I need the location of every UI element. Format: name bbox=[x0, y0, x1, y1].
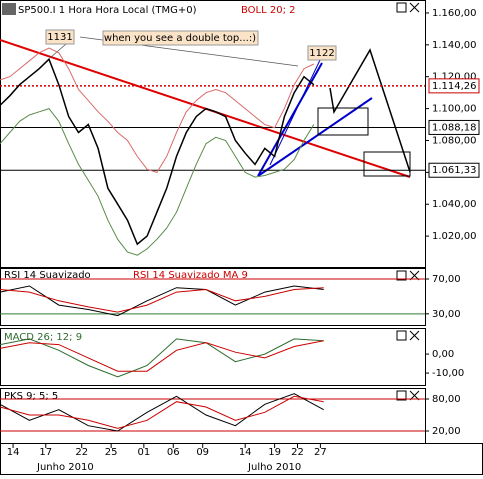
panel-title: RSI 14 Suavizado MA 9 bbox=[133, 270, 248, 281]
target-box bbox=[363, 151, 411, 177]
y-tick-label: -10,00 bbox=[432, 368, 464, 379]
series-line bbox=[0, 338, 324, 378]
series-line bbox=[0, 285, 324, 317]
x-tick-label: 06 bbox=[167, 447, 180, 458]
y-tick-label: 20,00 bbox=[432, 426, 461, 437]
drawings bbox=[0, 36, 411, 178]
target-box bbox=[317, 107, 369, 136]
series-line bbox=[0, 393, 324, 432]
y-tick-label: 1.120,00 bbox=[432, 72, 477, 83]
maximize-button[interactable] bbox=[396, 2, 407, 13]
maximize-button[interactable] bbox=[396, 270, 407, 281]
main-panel bbox=[0, 0, 426, 268]
x-tick-label: 25 bbox=[105, 447, 118, 458]
x-tick-label: 27 bbox=[314, 447, 327, 458]
panel-title: MACD 26; 12; 9 bbox=[4, 332, 82, 343]
price-box bbox=[428, 78, 480, 94]
logo bbox=[2, 3, 16, 15]
macd-panel bbox=[0, 328, 426, 386]
x-tick-label: 09 bbox=[196, 447, 209, 458]
x-period-label: Junho 2010 bbox=[36, 462, 94, 473]
blue-channel bbox=[257, 97, 373, 177]
price-box bbox=[428, 119, 480, 135]
rsi-panel bbox=[0, 268, 426, 326]
close-button[interactable] bbox=[409, 2, 420, 13]
price-label: 1.061,33 bbox=[432, 165, 477, 176]
maximize-button[interactable] bbox=[396, 390, 407, 401]
window-buttons[interactable] bbox=[396, 2, 420, 401]
projection bbox=[329, 48, 411, 173]
y-tick-label: 1.020,00 bbox=[432, 231, 477, 242]
series-line bbox=[0, 287, 324, 313]
y-tick-label: 1.160,00 bbox=[432, 8, 477, 19]
x-tick-label: 01 bbox=[137, 447, 150, 458]
annotation-box bbox=[45, 29, 75, 45]
series-line bbox=[0, 395, 324, 429]
x-tick-label: 22 bbox=[75, 447, 88, 458]
price-label: 1.088,18 bbox=[432, 122, 477, 133]
series-line bbox=[0, 340, 324, 372]
y-tick-label: 30,00 bbox=[432, 309, 461, 320]
y-tick-label: 1.100,00 bbox=[432, 104, 477, 115]
y-tick-label: 80,00 bbox=[432, 394, 461, 405]
y-tick-label: 70,00 bbox=[432, 274, 461, 285]
x-tick-label: 17 bbox=[39, 447, 52, 458]
chart-title: SP500.I 1 Hora Hora Local (TMG+0) bbox=[18, 5, 197, 16]
annotation: 1122 bbox=[309, 48, 334, 59]
blue-channel bbox=[269, 59, 321, 166]
maximize-button[interactable] bbox=[396, 330, 407, 341]
panel-title: RSI 14 Suavizado bbox=[4, 270, 91, 281]
x-tick-label: 14 bbox=[239, 447, 252, 458]
annotation: 1131 bbox=[47, 32, 72, 43]
panel-title: PKS 9; 5; 5 bbox=[4, 391, 58, 402]
series-line bbox=[0, 108, 315, 256]
y-tick-label: 0,00 bbox=[432, 349, 454, 360]
annotation-box bbox=[102, 30, 259, 46]
y-tick-label: 1.080,00 bbox=[432, 135, 477, 146]
x-tick-label: 19 bbox=[268, 447, 281, 458]
y-tick-label: 1.040,00 bbox=[432, 199, 477, 210]
x-period-label: Julho 2010 bbox=[247, 462, 301, 473]
chart-subtitle: BOLL 20; 2 bbox=[241, 5, 296, 16]
annotation-box bbox=[307, 45, 337, 61]
x-tick-label: 14 bbox=[7, 447, 20, 458]
close-button[interactable] bbox=[409, 330, 420, 341]
price-label: 1.114,26 bbox=[432, 81, 477, 92]
close-button[interactable] bbox=[409, 270, 420, 281]
annotation: when you see a double top...:) bbox=[104, 33, 256, 44]
series-line bbox=[0, 47, 315, 173]
series-line bbox=[0, 57, 315, 246]
y-tick-label: 1.140,00 bbox=[432, 40, 477, 51]
price-box bbox=[428, 162, 480, 178]
x-tick-label: 22 bbox=[291, 447, 304, 458]
